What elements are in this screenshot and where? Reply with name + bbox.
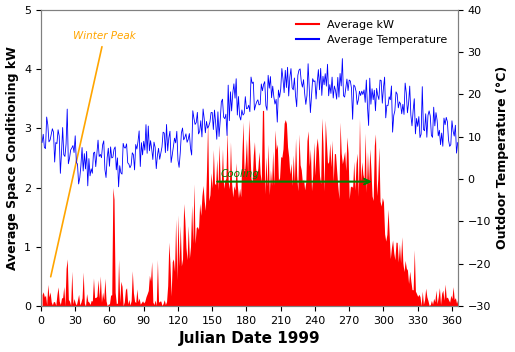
Y-axis label: Outdoor Temperature (°C): Outdoor Temperature (°C) <box>496 66 509 250</box>
Legend: Average kW, Average Temperature: Average kW, Average Temperature <box>292 15 452 50</box>
Text: Cooling: Cooling <box>220 169 259 179</box>
X-axis label: Julian Date 1999: Julian Date 1999 <box>179 332 320 346</box>
Y-axis label: Average Space Conditioning kW: Average Space Conditioning kW <box>6 46 19 270</box>
Text: Winter Peak: Winter Peak <box>50 31 135 277</box>
